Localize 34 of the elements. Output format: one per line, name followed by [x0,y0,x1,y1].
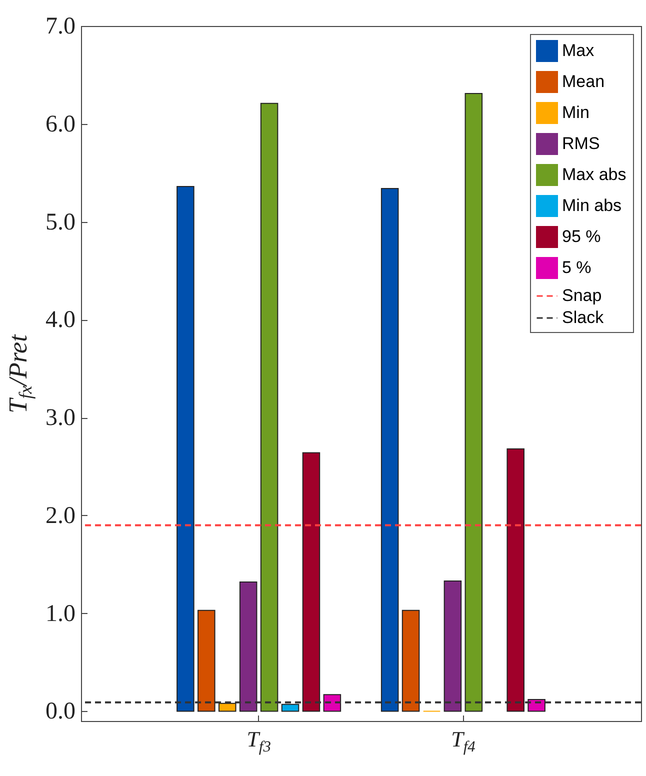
bar [464,93,483,712]
legend-label: 95 % [562,227,601,246]
legend-label: Min abs [562,196,622,215]
bar [302,452,320,712]
y-tick-label: 3.0 [46,405,76,432]
legend-label: Slack [562,308,604,327]
y-tick-label: 0.0 [46,698,76,725]
bar [402,610,420,712]
bar [323,694,342,712]
legend-label: Snap [562,286,602,305]
bar [444,580,462,712]
bar [260,102,278,712]
y-tick-label: 5.0 [46,209,76,236]
legend-label: Mean [562,72,605,91]
bar [176,186,194,712]
legend-label: 5 % [562,258,592,277]
x-tick-label: T$_{f3}$ [246,726,272,756]
legend-label: Max [562,41,595,60]
y-tick-label: 6.0 [46,111,76,138]
y-tick-label: 4.0 [46,307,76,334]
bar [506,448,524,712]
bar [198,610,216,712]
legend-label: Max abs [562,165,626,184]
bar [281,704,300,712]
legend-label: RMS [562,134,600,153]
bar [218,702,236,712]
x-tick-label: T$_{f4}$ [451,726,476,756]
legend-label: Min [562,103,590,122]
bar [380,188,399,712]
y-tick-label: 7.0 [46,14,76,40]
bar [528,698,546,712]
y-tick-label: 2.0 [46,502,76,529]
bar [239,582,258,712]
y-tick-label: 1.0 [46,600,76,627]
